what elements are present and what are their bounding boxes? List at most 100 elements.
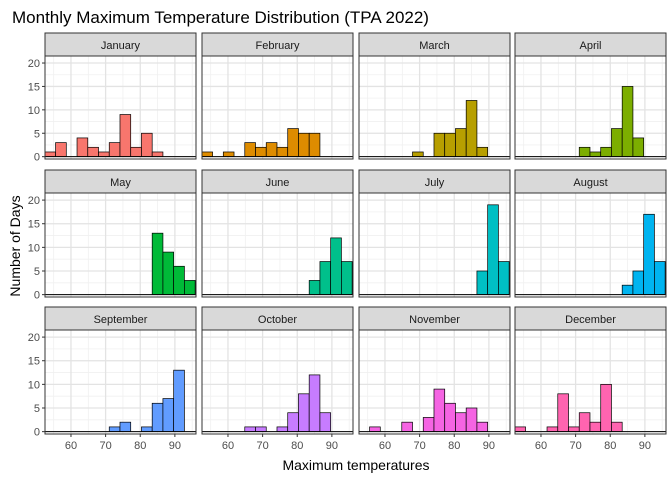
panel-border	[514, 55, 667, 160]
histogram-bar	[151, 232, 164, 295]
y-tick-label: 10	[28, 105, 40, 117]
y-tick-label: 0	[34, 427, 40, 439]
y-tick-label: 15	[28, 356, 40, 368]
y-tick-label: 5	[34, 128, 40, 140]
facet-panel: October	[201, 306, 354, 435]
histogram-bar	[308, 374, 321, 432]
histogram-bar	[308, 132, 321, 158]
histogram-bar	[201, 151, 213, 158]
x-tick-label: 90	[326, 440, 338, 452]
histogram-bar	[654, 261, 666, 295]
histogram-bar	[184, 280, 196, 295]
histogram-bar	[298, 393, 310, 432]
histogram-bar	[222, 151, 235, 158]
histogram-bar	[162, 251, 175, 295]
histogram-bar	[151, 402, 164, 432]
facet-strip-label: January	[101, 40, 141, 52]
histogram-bar	[76, 137, 89, 158]
histogram-bar	[433, 132, 446, 158]
histogram-bar	[276, 426, 289, 432]
histogram-bar	[255, 426, 267, 432]
facet-panel: May	[44, 169, 197, 298]
y-tick-label: 20	[28, 195, 40, 207]
histogram-bar	[244, 426, 256, 432]
histogram-bar	[108, 426, 121, 432]
x-tick-label: 80	[291, 440, 303, 452]
histogram-bar	[369, 426, 381, 432]
histogram-bar	[589, 421, 602, 432]
facet-strip-label: November	[409, 314, 460, 326]
histogram-bar	[162, 398, 175, 432]
x-tick-label: 80	[448, 440, 460, 452]
facet-grid: January February March April May June July Augu…	[44, 32, 667, 435]
histogram-bar	[632, 137, 645, 158]
histogram-bar	[119, 421, 132, 432]
y-tick-label: 5	[34, 266, 40, 278]
histogram-bar	[514, 426, 526, 432]
histogram-bar	[578, 412, 591, 432]
histogram-bar	[621, 284, 634, 295]
x-tick-label: 80	[604, 440, 616, 452]
histogram-bar	[265, 142, 278, 158]
panel-border	[44, 329, 197, 435]
histogram-bar	[341, 261, 353, 295]
y-tick-label: 15	[28, 219, 40, 231]
x-axis-label: Maximum temperatures	[282, 457, 429, 473]
facet-strip-label: March	[419, 40, 450, 52]
histogram-bar	[611, 421, 623, 432]
y-tick-label: 20	[28, 58, 40, 70]
histogram-bar	[287, 412, 299, 432]
facet-panel: February	[201, 32, 354, 160]
histogram-bar	[87, 146, 99, 158]
histogram-bar	[433, 388, 446, 432]
histogram-bar	[465, 100, 478, 158]
facet-panel: July	[358, 169, 511, 298]
facet-panel: June	[201, 169, 354, 298]
histogram-bar	[244, 142, 256, 158]
histogram-bar	[319, 261, 332, 295]
histogram-bar	[568, 426, 580, 432]
histogram-bar	[412, 151, 424, 158]
histogram-bar	[600, 146, 612, 158]
histogram-bar	[255, 146, 267, 158]
histogram-bar	[401, 421, 413, 432]
x-tick-label: 70	[569, 440, 581, 452]
panel-border	[514, 192, 667, 298]
panel-border	[358, 55, 511, 160]
histogram-bar	[173, 369, 185, 432]
panel-border	[201, 192, 354, 298]
histogram-bar	[119, 114, 132, 158]
facet-panel: September	[44, 306, 197, 435]
x-tick-label: 60	[535, 440, 547, 452]
facet-strip-label: May	[110, 177, 131, 189]
panel-border	[514, 329, 667, 435]
x-tick-label: 70	[256, 440, 268, 452]
x-tick-label: 60	[65, 440, 77, 452]
histogram-bar	[287, 128, 299, 158]
histogram-bar	[546, 426, 559, 432]
histogram-bar	[319, 412, 332, 432]
facet-strip-label: August	[573, 177, 607, 189]
panel-border	[201, 55, 354, 160]
y-tick-label: 0	[34, 290, 40, 302]
histogram-bar	[44, 151, 56, 158]
x-tick-label: 90	[483, 440, 495, 452]
facet-strip-label: September	[94, 314, 148, 326]
histogram-bar	[173, 265, 185, 295]
histogram-bar	[600, 384, 612, 432]
facet-panel: August	[514, 169, 667, 298]
histogram-bar	[487, 204, 499, 295]
histogram-bar	[55, 142, 67, 158]
histogram-bar	[643, 213, 655, 295]
facet-panel: December	[514, 306, 667, 435]
histogram-bar	[298, 132, 310, 158]
chart-title: Monthly Maximum Temperature Distribution…	[12, 8, 429, 27]
panel-border	[44, 192, 197, 298]
histogram-bar	[476, 270, 489, 295]
y-tick-label: 15	[28, 81, 40, 93]
facet-panel: March	[358, 32, 511, 160]
facet-strip-label: December	[565, 314, 616, 326]
histogram-bar	[611, 128, 623, 158]
histogram-bar	[422, 417, 435, 432]
histogram-bar	[444, 402, 456, 432]
